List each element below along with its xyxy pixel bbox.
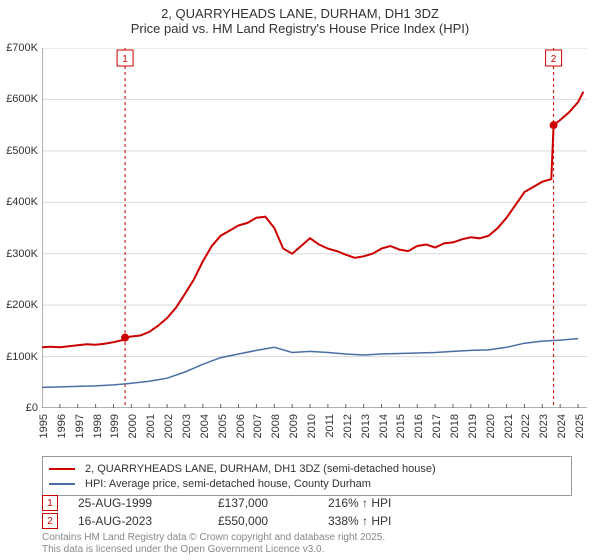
x-tick-label: 2022 <box>520 414 532 438</box>
y-tick-label: £400K <box>0 196 38 208</box>
marker-row: 2 16-AUG-2023 £550,000 338% ↑ HPI <box>42 512 448 530</box>
legend-row: HPI: Average price, semi-detached house,… <box>49 476 565 491</box>
marker-row: 1 25-AUG-1999 £137,000 216% ↑ HPI <box>42 494 448 512</box>
x-tick-label: 2003 <box>181 414 193 438</box>
x-tick-label: 2004 <box>199 414 211 438</box>
x-tick-label: 1998 <box>92 414 104 438</box>
x-tick-label: 2023 <box>538 414 550 438</box>
y-tick-label: £600K <box>0 93 38 105</box>
marker-index-box: 2 <box>42 513 58 529</box>
x-tick-label: 2020 <box>485 414 497 438</box>
x-tick-label: 2000 <box>127 414 139 438</box>
x-tick-label: 2021 <box>503 414 515 438</box>
y-tick-label: £0 <box>0 402 38 414</box>
legend: 2, QUARRYHEADS LANE, DURHAM, DH1 3DZ (se… <box>42 456 572 496</box>
y-tick-label: £700K <box>0 42 38 54</box>
x-tick-label: 2014 <box>378 414 390 438</box>
x-tick-label: 1999 <box>109 414 121 438</box>
x-tick-label: 1995 <box>38 414 50 438</box>
marker-price: £550,000 <box>218 514 328 528</box>
x-tick-label: 2012 <box>342 414 354 438</box>
x-tick-label: 2016 <box>413 414 425 438</box>
marker-date: 25-AUG-1999 <box>78 496 218 510</box>
x-tick-label: 2009 <box>288 414 300 438</box>
marker-price: £137,000 <box>218 496 328 510</box>
chart-title-block: 2, QUARRYHEADS LANE, DURHAM, DH1 3DZ Pri… <box>0 0 600 36</box>
footer-line2: This data is licensed under the Open Gov… <box>42 544 385 556</box>
marker-date: 16-AUG-2023 <box>78 514 218 528</box>
x-tick-label: 2025 <box>574 414 586 438</box>
marker-pct: 216% ↑ HPI <box>328 496 448 510</box>
x-tick-label: 2007 <box>252 414 264 438</box>
marker-index-box: 1 <box>42 495 58 511</box>
footer-attribution: Contains HM Land Registry data © Crown c… <box>42 532 385 556</box>
x-tick-label: 2010 <box>306 414 318 438</box>
x-tick-label: 1996 <box>56 414 68 438</box>
x-tick-label: 1997 <box>74 414 86 438</box>
x-tick-label: 2002 <box>163 414 175 438</box>
x-tick-label: 2017 <box>431 414 443 438</box>
x-tick-label: 2013 <box>360 414 372 438</box>
svg-text:1: 1 <box>122 54 128 65</box>
footer-line1: Contains HM Land Registry data © Crown c… <box>42 532 385 544</box>
chart-area: 12 <box>42 48 587 408</box>
legend-swatch-hpi <box>49 483 75 485</box>
y-tick-label: £500K <box>0 145 38 157</box>
chart-title-line1: 2, QUARRYHEADS LANE, DURHAM, DH1 3DZ <box>0 6 600 21</box>
x-tick-label: 2008 <box>270 414 282 438</box>
x-tick-label: 2018 <box>449 414 461 438</box>
x-tick-label: 2011 <box>324 414 336 438</box>
x-tick-label: 2015 <box>395 414 407 438</box>
legend-label: HPI: Average price, semi-detached house,… <box>85 478 371 490</box>
x-tick-label: 2006 <box>235 414 247 438</box>
x-tick-label: 2019 <box>467 414 479 438</box>
x-tick-label: 2005 <box>217 414 229 438</box>
y-tick-label: £300K <box>0 248 38 260</box>
legend-swatch-price <box>49 468 75 470</box>
x-tick-label: 2024 <box>556 414 568 438</box>
chart-svg: 12 <box>42 48 587 408</box>
legend-row: 2, QUARRYHEADS LANE, DURHAM, DH1 3DZ (se… <box>49 461 565 476</box>
svg-text:2: 2 <box>551 54 557 65</box>
x-tick-label: 2001 <box>145 414 157 438</box>
marker-table: 1 25-AUG-1999 £137,000 216% ↑ HPI 2 16-A… <box>42 494 448 530</box>
y-tick-label: £100K <box>0 351 38 363</box>
marker-pct: 338% ↑ HPI <box>328 514 448 528</box>
y-tick-label: £200K <box>0 299 38 311</box>
chart-title-line2: Price paid vs. HM Land Registry's House … <box>0 21 600 36</box>
legend-label: 2, QUARRYHEADS LANE, DURHAM, DH1 3DZ (se… <box>85 463 436 475</box>
